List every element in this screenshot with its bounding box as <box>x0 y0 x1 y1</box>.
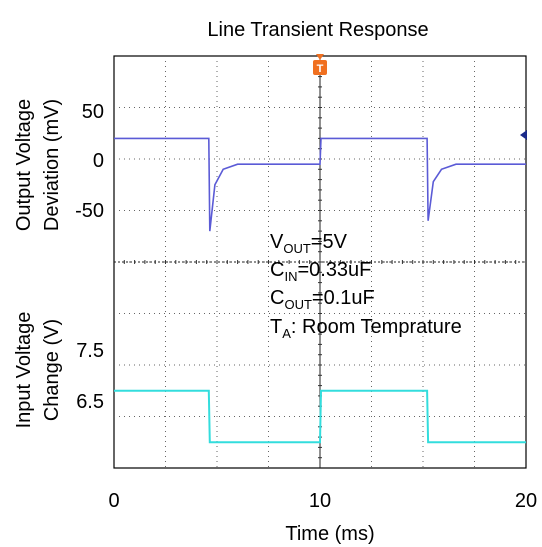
xtick-label: 10 <box>309 490 331 512</box>
trigger-marker-label: T <box>317 63 324 75</box>
trigger-marker: T <box>313 54 327 75</box>
top-ylabel-line2: Deviation (mV) <box>41 99 63 231</box>
bottom-ylabel-line2: Change (V) <box>41 319 63 421</box>
bottom-ytick-label: 6.5 <box>76 391 104 413</box>
top-ylabel-line1: Output Voltage <box>13 99 35 231</box>
xtick-label: 0 <box>108 490 119 512</box>
top-ytick-label: 50 <box>82 101 104 123</box>
chart-title: Line Transient Response <box>207 19 428 41</box>
annotation-ta: TA: Room Temprature <box>270 316 462 341</box>
annotation-cout: COUT=0.1uF <box>270 287 375 312</box>
annotation-cin: CIN=0.33uF <box>270 259 371 284</box>
top-ytick-label: 0 <box>93 150 104 172</box>
bottom-ylabel-line1: Input Voltage <box>13 312 35 429</box>
annotation-vout: VOUT=5V <box>270 231 348 256</box>
annotation-block: VOUT=5V CIN=0.33uF COUT=0.1uF TA: Room T… <box>270 231 462 341</box>
level-marker-icon <box>520 130 527 140</box>
xtick-label: 20 <box>515 490 537 512</box>
top-ytick-label: -50 <box>75 200 104 222</box>
x-axis-label: Time (ms) <box>285 523 374 545</box>
bottom-ytick-label: 7.5 <box>76 340 104 362</box>
